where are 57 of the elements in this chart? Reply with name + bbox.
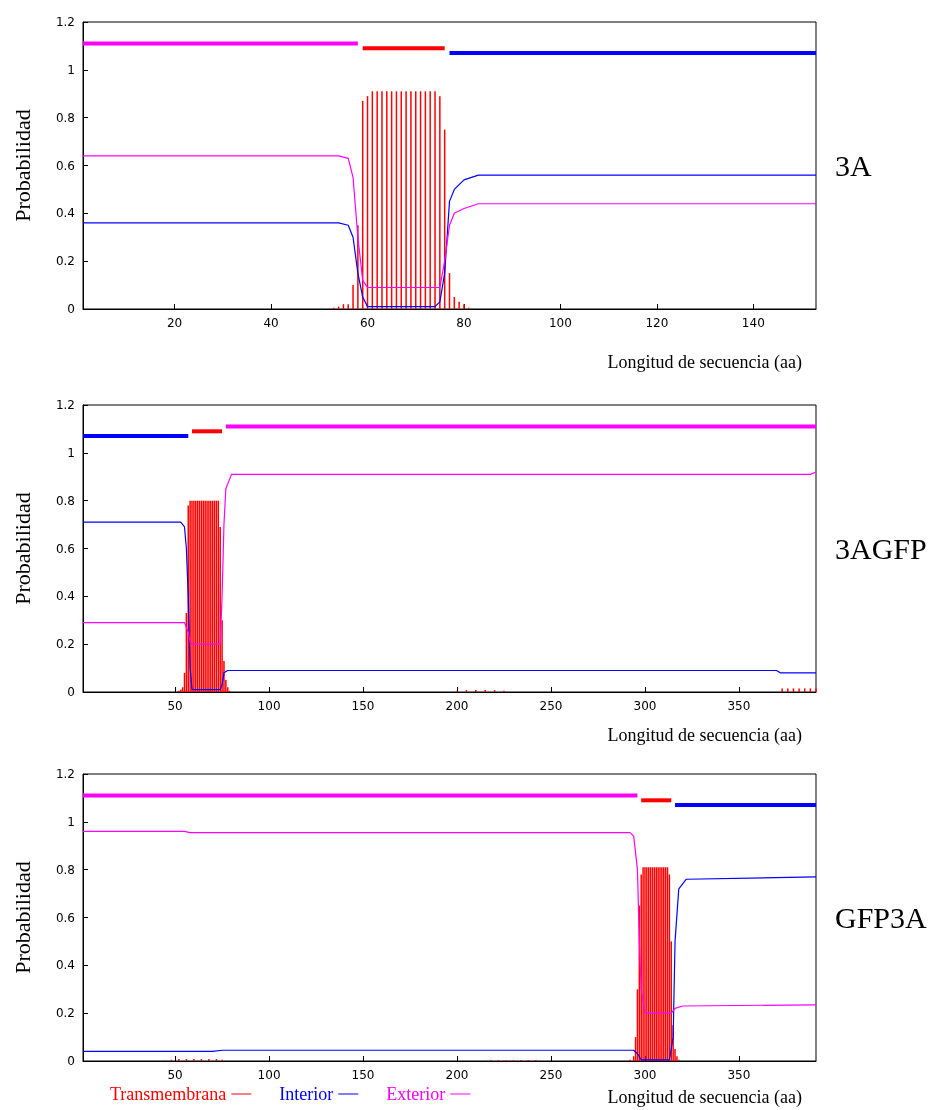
line-series — [82, 155, 817, 289]
y-tick-label: 0.6 — [55, 158, 75, 173]
y-tick-label: 0.6 — [55, 541, 75, 556]
y-tick-label: 0 — [67, 685, 75, 699]
x-tick-label: 300 — [633, 699, 657, 713]
y-tick-label: 0.8 — [55, 862, 75, 877]
text: 3AGFP — [835, 531, 927, 565]
legend-label: Interior — [279, 1084, 334, 1104]
legend-label: Exterior — [386, 1084, 446, 1104]
x-tick-label: 250 — [539, 699, 563, 713]
x-tick-label: 150 — [351, 699, 375, 713]
x-tick-label: 250 — [539, 1068, 563, 1082]
x-tick-label: 50 — [167, 699, 183, 713]
x-tick-label: 100 — [257, 699, 281, 713]
x-tick-label: 80 — [456, 316, 472, 330]
y-axis-title: Probabilidad — [9, 492, 35, 605]
x-axis-title: Longitud de secuencia (aa) — [607, 1087, 803, 1108]
x-tick-label: 350 — [727, 699, 751, 713]
x-tick-label: 40 — [263, 316, 279, 330]
text: 3A — [835, 148, 872, 182]
y-tick-label: 0.4 — [55, 589, 75, 604]
text: GFP3A — [835, 900, 928, 934]
x-tick-label: 100 — [257, 1068, 281, 1082]
line-series — [82, 471, 817, 645]
y-tick-label: 0.2 — [55, 637, 75, 652]
x-tick-label: 100 — [548, 316, 572, 330]
y-tick-label: 0.8 — [55, 493, 75, 508]
y-tick-label: 0.6 — [55, 910, 75, 925]
y-tick-label: 1.2 — [55, 398, 75, 412]
y-tick-label: 0.4 — [55, 958, 75, 973]
x-tick-label: 120 — [645, 316, 669, 330]
x-tick-label: 350 — [727, 1068, 751, 1082]
x-tick-label: 200 — [445, 699, 469, 713]
y-tick-label: 0.4 — [55, 206, 75, 221]
y-tick-label: 1.2 — [55, 767, 75, 781]
x-axis-title: Longitud de secuencia (aa) — [607, 725, 803, 746]
y-tick-label: 1.2 — [55, 15, 75, 29]
y-axis-title: Probabilidad — [9, 861, 35, 974]
y-axis-title: Probabilidad — [9, 109, 35, 222]
y-tick-label: 0.2 — [55, 254, 75, 269]
x-tick-label: 150 — [351, 1068, 375, 1082]
x-tick-label: 50 — [167, 1068, 183, 1082]
x-tick-label: 140 — [741, 316, 765, 330]
x-tick-label: 200 — [445, 1068, 469, 1082]
y-tick-label: 0.8 — [55, 110, 75, 125]
x-tick-label: 300 — [633, 1068, 657, 1082]
y-tick-label: 1 — [67, 445, 75, 460]
y-tick-label: 1 — [67, 814, 75, 829]
line-series — [82, 830, 817, 1014]
y-tick-label: 0 — [67, 1054, 75, 1068]
x-tick-label: 20 — [166, 316, 183, 330]
legend-label: Transmembrana — [109, 1084, 227, 1104]
x-axis-title: Longitud de secuencia (aa) — [607, 352, 803, 373]
y-tick-label: 0 — [67, 302, 75, 316]
y-tick-label: 0.2 — [55, 1006, 75, 1021]
y-tick-label: 1 — [67, 62, 75, 77]
x-tick-label: 60 — [359, 316, 376, 330]
